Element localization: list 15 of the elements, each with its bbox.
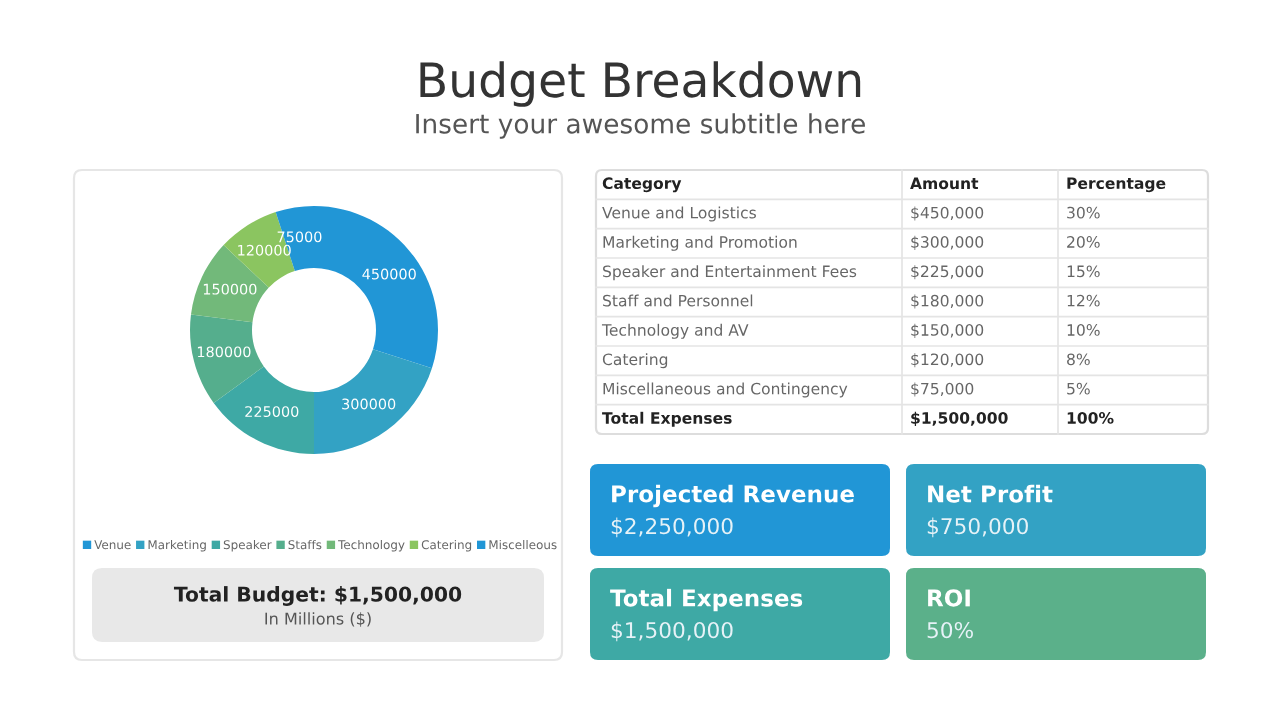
text: Total Expenses (610, 588, 803, 612)
donut-slice (213, 366, 314, 454)
text: Total Budget: $1,500,000 (173, 586, 462, 606)
text: Net Profit (928, 484, 1053, 503)
text: ROI (928, 589, 970, 607)
text: $750,000 (927, 517, 1028, 538)
text: $1,500,000 (611, 621, 733, 642)
text: In Millions ($) (265, 612, 371, 627)
text: $2,250,000 (611, 517, 733, 538)
donut-slice (314, 349, 432, 454)
chart-title: Budget Breakdown (420, 61, 861, 107)
donut-slice (190, 314, 264, 403)
text: Projected Revenue (612, 484, 854, 508)
text: Insert your awesome subtitle here (416, 113, 865, 139)
text: 50% (927, 621, 973, 639)
